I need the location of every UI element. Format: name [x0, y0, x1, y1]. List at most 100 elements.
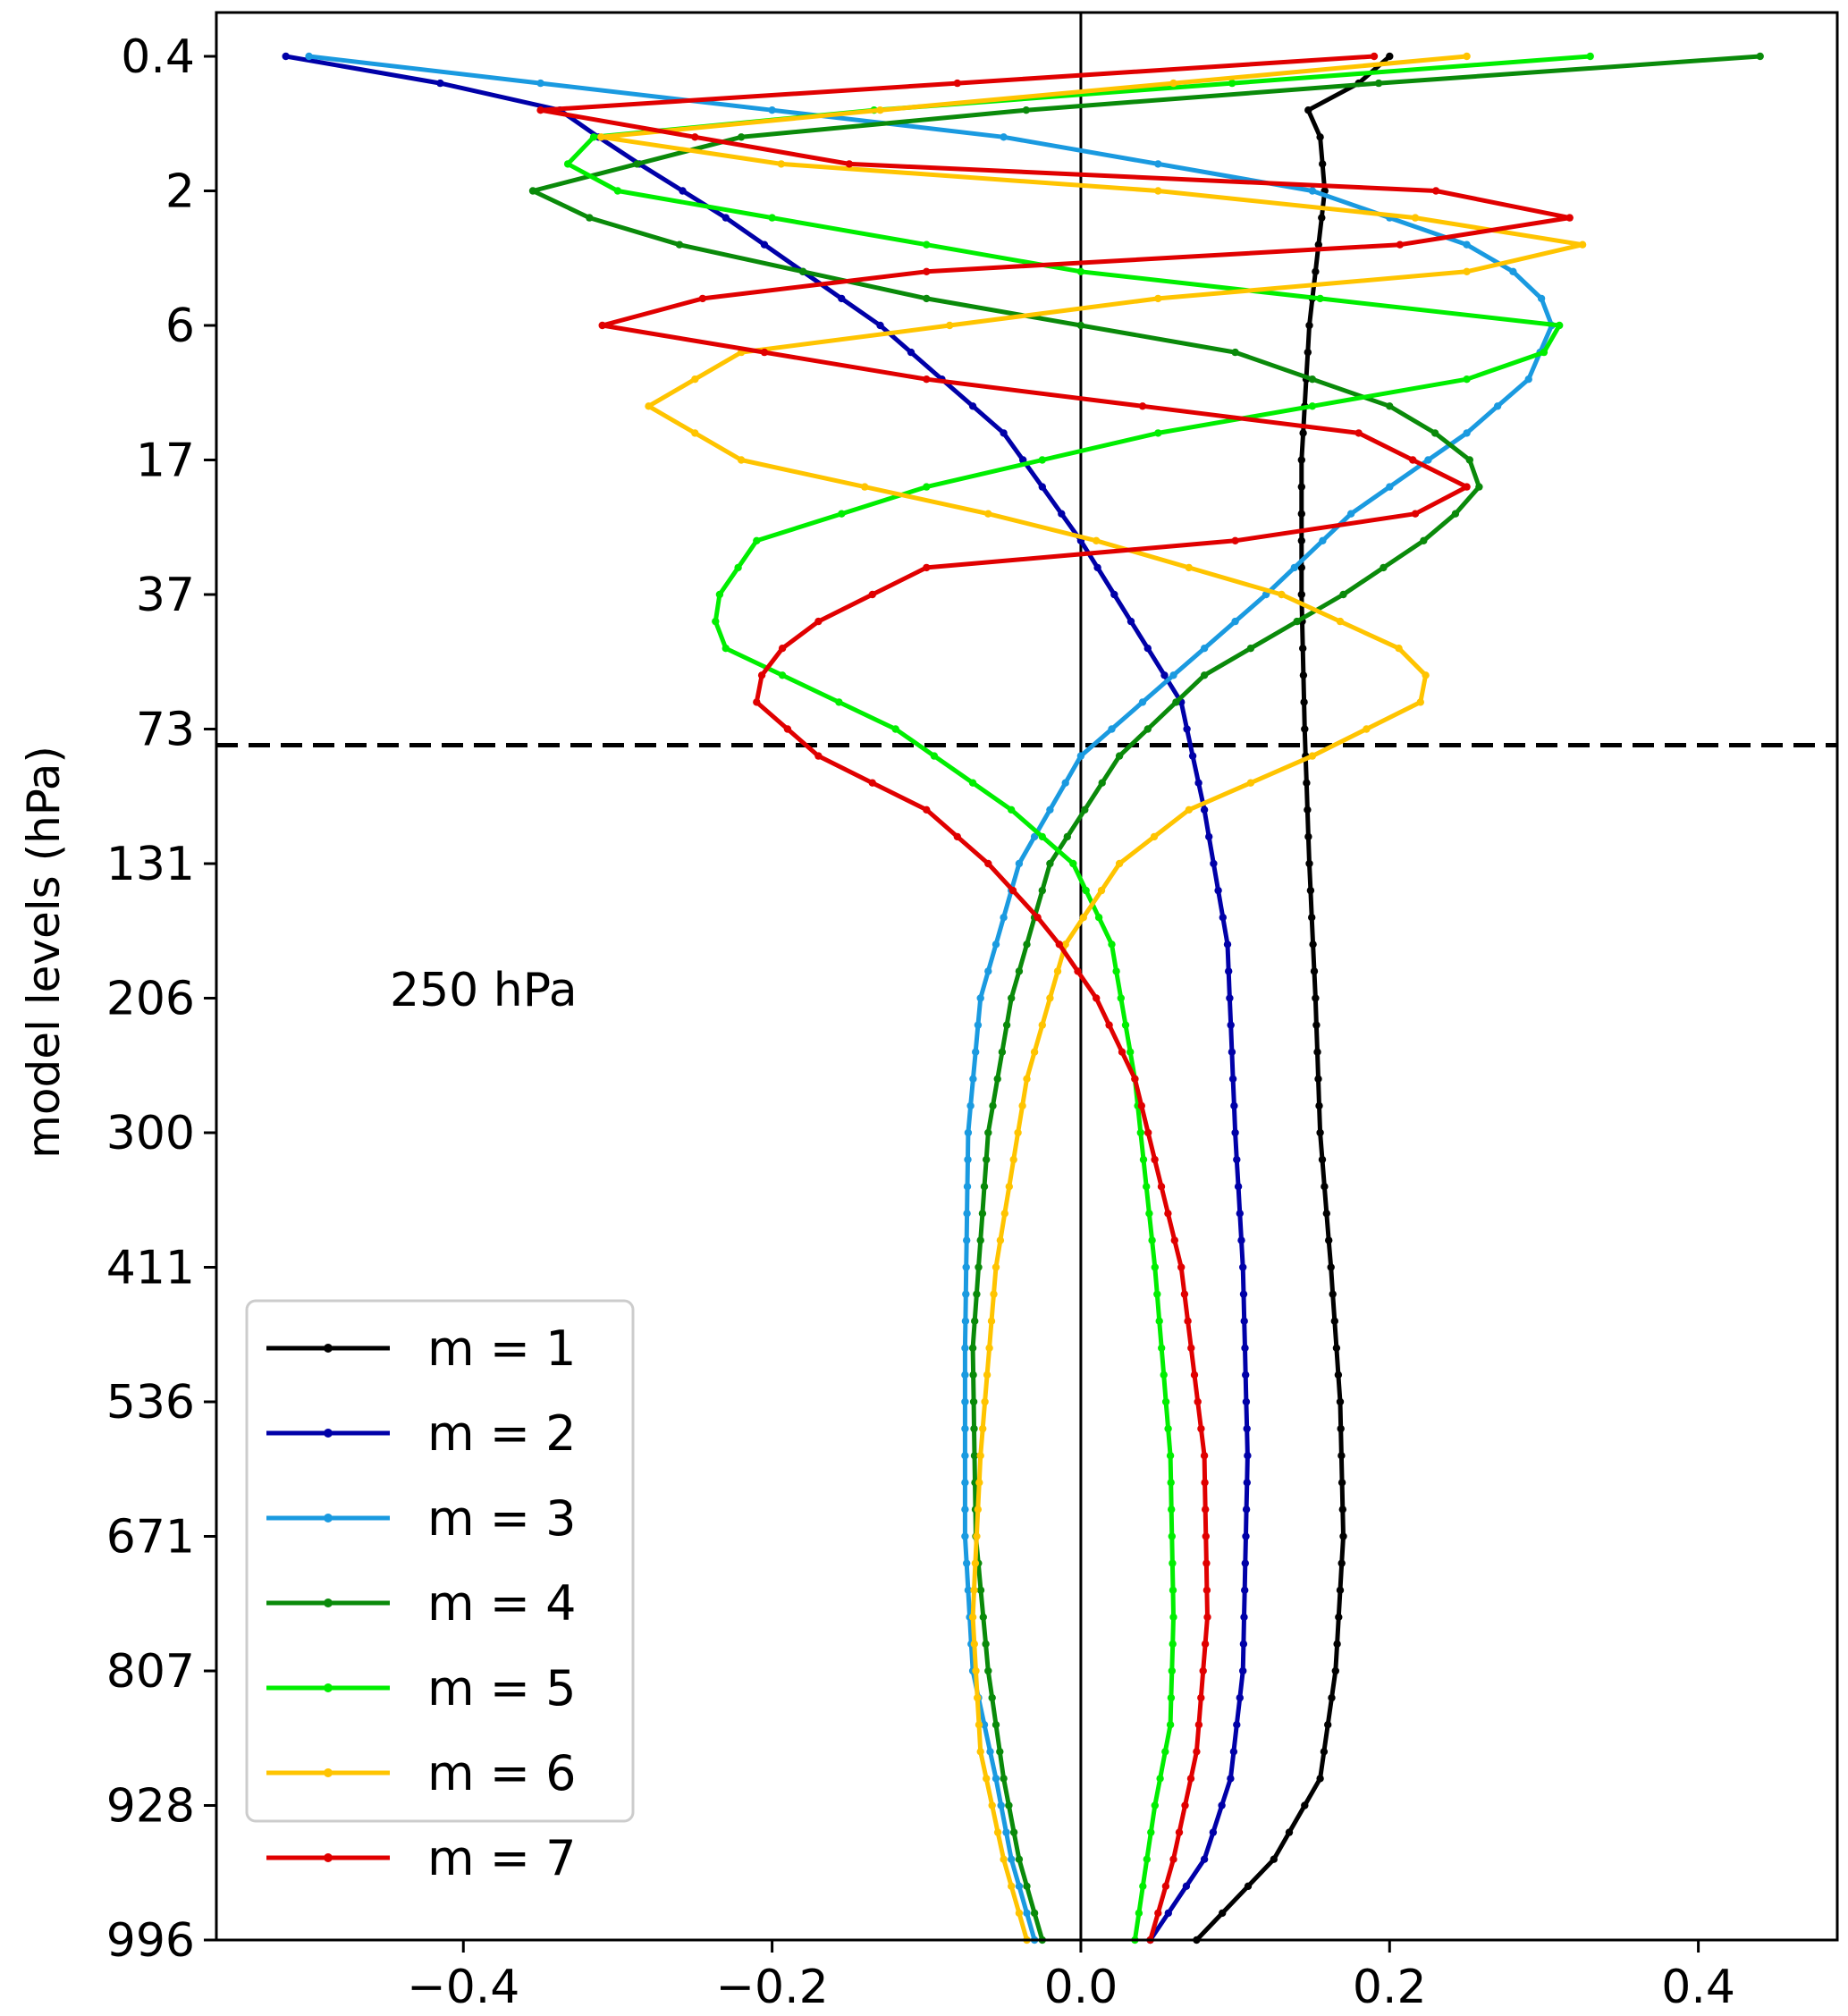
legend-marker [324, 1514, 333, 1523]
data-point [1015, 859, 1024, 868]
data-point [1148, 1236, 1156, 1244]
data-point [1168, 1532, 1177, 1540]
data-point [1093, 536, 1101, 544]
data-point [1231, 348, 1239, 357]
data-point [1175, 1828, 1184, 1836]
data-point [1228, 79, 1236, 88]
data-point [972, 1666, 980, 1675]
legend: m = 1 m = 2 m = 3 m = 4 m = 5 m = 6 m = 7 [245, 1299, 635, 1886]
data-point [968, 1613, 977, 1622]
data-point [589, 133, 598, 141]
data-point [981, 1397, 989, 1406]
data-point [1161, 1397, 1170, 1406]
data-point [679, 187, 687, 195]
data-point [1320, 1748, 1329, 1756]
data-point [930, 752, 939, 760]
data-point [838, 510, 846, 518]
series-4 [528, 52, 1764, 1944]
data-point [1231, 536, 1239, 544]
data-point [1202, 1559, 1211, 1567]
data-point [1236, 1693, 1245, 1702]
data-point [1325, 1236, 1333, 1244]
data-point [1015, 1909, 1024, 1918]
data-point [1169, 1613, 1177, 1622]
data-point [1151, 1801, 1160, 1809]
x-tick-label: 0.2 [1353, 1961, 1427, 2014]
legend-label: m = 3 [427, 1490, 577, 1547]
data-point [976, 1748, 984, 1756]
data-point [1370, 52, 1379, 61]
data-point [1305, 859, 1313, 868]
data-point [953, 79, 962, 88]
y-tick-label: 17 [136, 434, 195, 488]
data-point [1202, 1586, 1211, 1594]
data-point [1058, 510, 1066, 518]
data-point [1205, 832, 1213, 841]
data-point [970, 1586, 978, 1594]
data-point [1117, 994, 1126, 1002]
data-point [1190, 1371, 1199, 1379]
data-point [1182, 1882, 1191, 1890]
data-point [838, 294, 846, 303]
data-point [968, 1344, 977, 1353]
data-point [1002, 1021, 1011, 1029]
data-point [983, 1775, 991, 1783]
y-tick-label: 131 [106, 838, 195, 891]
data-point [1151, 1155, 1159, 1164]
data-point [1093, 563, 1101, 572]
data-point [1331, 1666, 1340, 1675]
data-point [1451, 510, 1460, 518]
data-point [984, 1128, 992, 1137]
data-point [1411, 510, 1420, 518]
data-point [305, 52, 313, 61]
data-point [1306, 886, 1315, 895]
data-point [1578, 240, 1587, 249]
data-point [1305, 321, 1313, 330]
data-point [1316, 133, 1324, 141]
data-point [1030, 832, 1039, 841]
data-point [1177, 1263, 1186, 1271]
data-point [1237, 1236, 1245, 1244]
data-point [1509, 267, 1517, 275]
data-point [1005, 1183, 1014, 1191]
data-point [923, 483, 931, 491]
data-point [974, 1506, 983, 1514]
data-point [1188, 752, 1197, 760]
legend-entry: m = 7 [266, 1830, 577, 1886]
data-point [757, 671, 766, 679]
data-point [1308, 187, 1317, 195]
data-point [963, 1183, 972, 1191]
data-point [1416, 698, 1425, 706]
y-tick-label: 73 [136, 704, 195, 757]
data-point [1239, 1666, 1247, 1675]
y-tick-label: 536 [106, 1376, 195, 1430]
data-point [992, 1263, 1000, 1271]
data-point [1242, 1371, 1250, 1379]
data-point [613, 187, 622, 195]
data-point [1336, 1586, 1345, 1594]
data-point [961, 1371, 969, 1379]
data-point [961, 1452, 969, 1460]
legend-entry: m = 2 [266, 1405, 577, 1462]
y-tick-label: 807 [106, 1645, 195, 1699]
x-tick-label: −0.2 [715, 1961, 828, 2014]
data-point [1082, 886, 1090, 895]
data-point [598, 321, 606, 330]
data-point [1278, 590, 1286, 599]
data-point [876, 106, 884, 114]
data-point [1336, 617, 1345, 626]
data-point [975, 1721, 983, 1729]
data-point [1337, 1559, 1346, 1567]
plot-area [216, 13, 1837, 1944]
data-point [968, 779, 977, 787]
data-point [1183, 725, 1191, 733]
data-point [1475, 483, 1483, 491]
data-point [1015, 967, 1024, 975]
data-point [1143, 725, 1152, 733]
y-tick-label: 411 [106, 1242, 195, 1295]
data-point [876, 321, 884, 330]
data-point [1135, 1909, 1143, 1918]
data-point [1201, 1640, 1210, 1649]
data-point [1069, 859, 1077, 868]
